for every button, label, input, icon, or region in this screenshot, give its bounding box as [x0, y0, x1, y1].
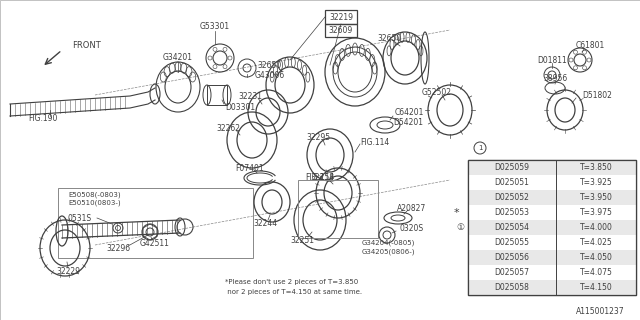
Text: 32219: 32219 [329, 12, 353, 21]
Text: FIG.114: FIG.114 [305, 172, 334, 181]
Text: D025052: D025052 [495, 193, 529, 202]
Text: T=3.975: T=3.975 [580, 208, 612, 217]
Text: 32650: 32650 [258, 60, 282, 69]
Text: G52502: G52502 [422, 87, 452, 97]
Bar [468, 280, 636, 295]
Text: T=3.925: T=3.925 [580, 178, 612, 187]
Text: G34201: G34201 [163, 52, 193, 61]
Text: T=3.850: T=3.850 [580, 163, 612, 172]
Bar [468, 265, 636, 280]
Text: D03301: D03301 [225, 102, 255, 111]
Text: T=4.025: T=4.025 [580, 238, 612, 247]
Text: D025058: D025058 [495, 283, 529, 292]
Text: FIG.190: FIG.190 [28, 114, 58, 123]
Bar [207, 85, 227, 105]
Text: 32231: 32231 [238, 92, 262, 100]
Bar [468, 160, 636, 295]
Text: 0531S: 0531S [68, 213, 92, 222]
Text: 32650: 32650 [378, 34, 402, 43]
Text: T=4.050: T=4.050 [580, 253, 612, 262]
Text: F07401: F07401 [236, 164, 264, 172]
Text: T=4.000: T=4.000 [580, 223, 612, 232]
Bar [325, 24, 357, 37]
Text: A115001237: A115001237 [577, 308, 625, 316]
Bar [468, 205, 636, 220]
Bar [468, 250, 636, 265]
Text: *Please don't use 2 pieces of T=3.850: *Please don't use 2 pieces of T=3.850 [225, 279, 358, 285]
Text: T=3.950: T=3.950 [580, 193, 612, 202]
Bar [58, 188, 253, 258]
Text: 38956: 38956 [544, 74, 568, 83]
Bar [468, 160, 636, 295]
Text: T=4.075: T=4.075 [580, 268, 612, 277]
Text: 32258: 32258 [310, 172, 334, 181]
Text: T=4.150: T=4.150 [580, 283, 612, 292]
Text: E50510(0803-): E50510(0803-) [68, 200, 120, 206]
Text: D51802: D51802 [582, 91, 612, 100]
Text: ①: ① [456, 223, 464, 232]
Text: D54201: D54201 [393, 117, 423, 126]
Text: D025056: D025056 [495, 253, 529, 262]
Text: D025054: D025054 [495, 223, 529, 232]
Bar [468, 235, 636, 250]
Text: G42511: G42511 [140, 238, 170, 247]
Text: FIG.114: FIG.114 [360, 138, 389, 147]
Text: 32251: 32251 [290, 236, 314, 244]
Bar [468, 160, 636, 175]
Bar [468, 190, 636, 205]
Text: G53301: G53301 [200, 21, 230, 30]
Text: D025055: D025055 [495, 238, 529, 247]
Text: FRONT: FRONT [72, 41, 100, 50]
Text: D025059: D025059 [495, 163, 529, 172]
Text: D025051: D025051 [495, 178, 529, 187]
Text: 0320S: 0320S [400, 223, 424, 233]
Text: C64201: C64201 [395, 108, 424, 116]
Bar [468, 220, 636, 235]
Text: G34204(-0805): G34204(-0805) [362, 240, 415, 246]
Text: E50508(-0803): E50508(-0803) [68, 192, 120, 198]
Text: 32295: 32295 [306, 132, 330, 141]
Text: 32262: 32262 [216, 124, 240, 132]
Text: 1: 1 [477, 145, 483, 151]
Text: G34205(0806-): G34205(0806-) [362, 249, 415, 255]
Text: *: * [453, 207, 459, 218]
Text: 32296: 32296 [106, 244, 130, 252]
Text: D025053: D025053 [495, 208, 529, 217]
Bar [468, 175, 636, 190]
Text: C61801: C61801 [575, 41, 605, 50]
Text: 32244: 32244 [253, 219, 277, 228]
Text: A20827: A20827 [397, 204, 427, 212]
Text: D01811: D01811 [537, 55, 567, 65]
Bar [325, 10, 357, 24]
Text: D025057: D025057 [495, 268, 529, 277]
Text: G43006: G43006 [255, 70, 285, 79]
Text: 32609: 32609 [329, 26, 353, 35]
Text: nor 2 pieces of T=4.150 at same time.: nor 2 pieces of T=4.150 at same time. [225, 289, 362, 295]
Text: 32229: 32229 [56, 268, 80, 276]
Bar [298, 180, 378, 238]
